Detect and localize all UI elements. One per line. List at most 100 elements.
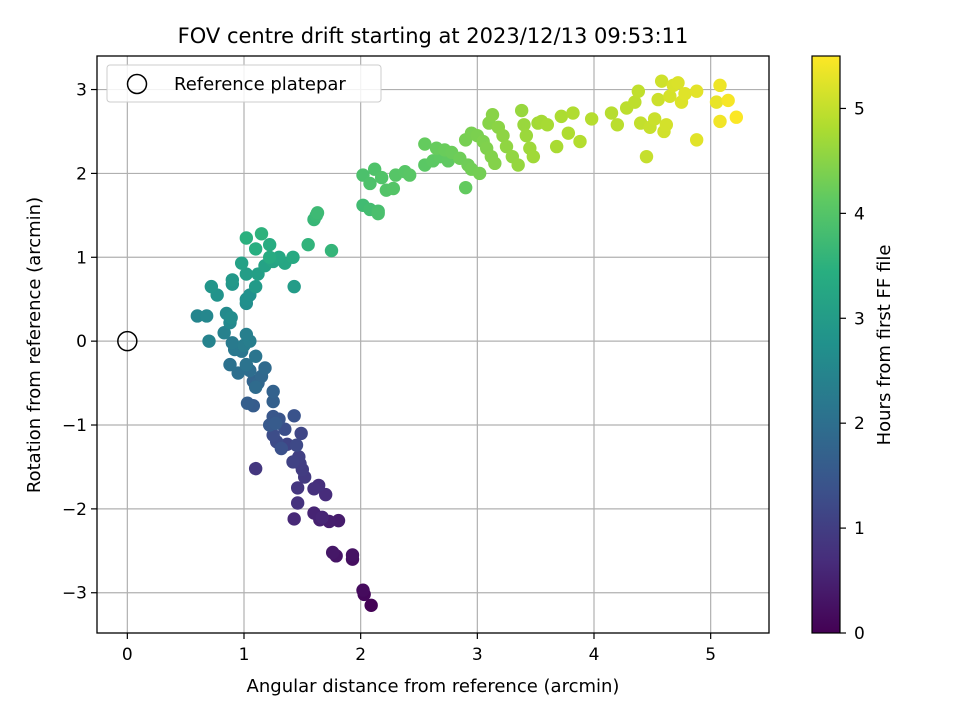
chart-title: FOV centre drift starting at 2023/12/13 …: [178, 24, 689, 48]
data-point: [287, 512, 301, 526]
data-point: [217, 326, 231, 340]
data-point: [663, 89, 677, 103]
data-point: [651, 92, 665, 107]
data-point: [729, 110, 744, 124]
reference-marker: [117, 330, 138, 352]
data-point: [307, 482, 321, 496]
data-point: [554, 109, 569, 124]
x-axis-ticks: 0 1 2 3 4 5: [122, 633, 716, 665]
data-point: [514, 103, 529, 118]
data-point: [294, 426, 308, 441]
data-point: [290, 481, 305, 495]
data-point: [713, 78, 727, 93]
data-point: [325, 545, 340, 560]
data-point: [472, 166, 487, 181]
data-point: [689, 133, 704, 147]
data-point: [266, 394, 280, 409]
colorbar-tick-label: 2: [854, 414, 865, 434]
data-point: [363, 176, 377, 191]
y-axis-ticks: −3 −2 −1 0 1 2 3: [62, 81, 97, 604]
data-point: [258, 361, 272, 375]
y-tick-label: −2: [62, 500, 87, 520]
data-point: [248, 242, 263, 256]
data-point: [517, 118, 531, 132]
colorbar: 0 1 2 3 4 5 Hours from first FF file: [811, 55, 895, 644]
data-point: [239, 231, 254, 245]
data-point: [324, 243, 339, 258]
data-point: [262, 237, 277, 252]
data-point: [239, 357, 254, 372]
data-point: [499, 139, 514, 154]
y-tick-label: −3: [62, 584, 87, 604]
data-point: [488, 156, 502, 171]
x-tick-label: 0: [122, 645, 133, 665]
data-point: [647, 112, 662, 126]
data-point: [356, 583, 370, 597]
y-tick-label: 2: [76, 164, 87, 184]
x-tick-label: 5: [705, 645, 716, 665]
data-point: [689, 84, 704, 98]
y-tick-label: 1: [76, 248, 87, 268]
data-point: [240, 396, 255, 410]
data-points: [190, 74, 744, 613]
data-point: [654, 74, 669, 88]
data-point: [631, 84, 646, 98]
data-point: [561, 126, 576, 140]
data-point: [274, 441, 289, 456]
data-point: [678, 87, 692, 101]
data-point: [199, 309, 214, 323]
data-point: [659, 118, 674, 132]
data-point: [671, 76, 685, 90]
data-point: [371, 206, 385, 221]
legend: Reference platepar: [106, 64, 382, 103]
data-point: [573, 134, 587, 149]
y-tick-label: 3: [76, 81, 87, 101]
data-point: [266, 384, 280, 399]
data-point: [526, 149, 541, 164]
x-tick-label: 3: [472, 645, 483, 665]
data-point: [231, 366, 245, 380]
data-point: [225, 336, 240, 350]
data-point: [254, 227, 269, 241]
data-point: [418, 137, 432, 151]
data-point: [310, 206, 325, 220]
data-point: [485, 108, 500, 122]
data-point: [374, 170, 389, 185]
data-point: [225, 273, 240, 287]
data-point: [318, 487, 333, 502]
data-point: [639, 149, 654, 164]
data-point: [234, 256, 249, 270]
colorbar-tick-label: 3: [854, 309, 865, 329]
legend-entry: Reference platepar: [174, 74, 346, 95]
data-point: [286, 250, 300, 264]
data-point: [721, 93, 735, 108]
data-point: [248, 279, 263, 294]
data-point: [268, 416, 283, 431]
data-point: [266, 428, 280, 442]
y-tick-label: 0: [76, 332, 87, 352]
data-point: [402, 168, 417, 182]
data-point: [584, 112, 599, 126]
data-point: [386, 181, 401, 196]
data-point: [566, 106, 580, 120]
data-point: [628, 95, 642, 109]
data-point: [223, 357, 237, 372]
data-point: [287, 279, 301, 294]
x-axis-label: Angular distance from reference (arcmin): [247, 676, 620, 697]
data-point: [287, 409, 301, 423]
data-point: [239, 327, 254, 342]
data-point: [248, 349, 263, 363]
data-point: [549, 139, 564, 154]
data-point: [604, 106, 619, 120]
legend-box: [106, 64, 382, 103]
data-point: [262, 250, 277, 264]
data-point: [286, 455, 300, 469]
colorbar-frame: [811, 55, 841, 634]
colorbar-label: Hours from first FF file: [874, 245, 895, 446]
data-point: [224, 310, 238, 325]
x-tick-label: 1: [239, 645, 250, 665]
colorbar-tick-label: 0: [854, 624, 865, 644]
data-point: [248, 461, 263, 476]
data-point: [239, 267, 254, 281]
